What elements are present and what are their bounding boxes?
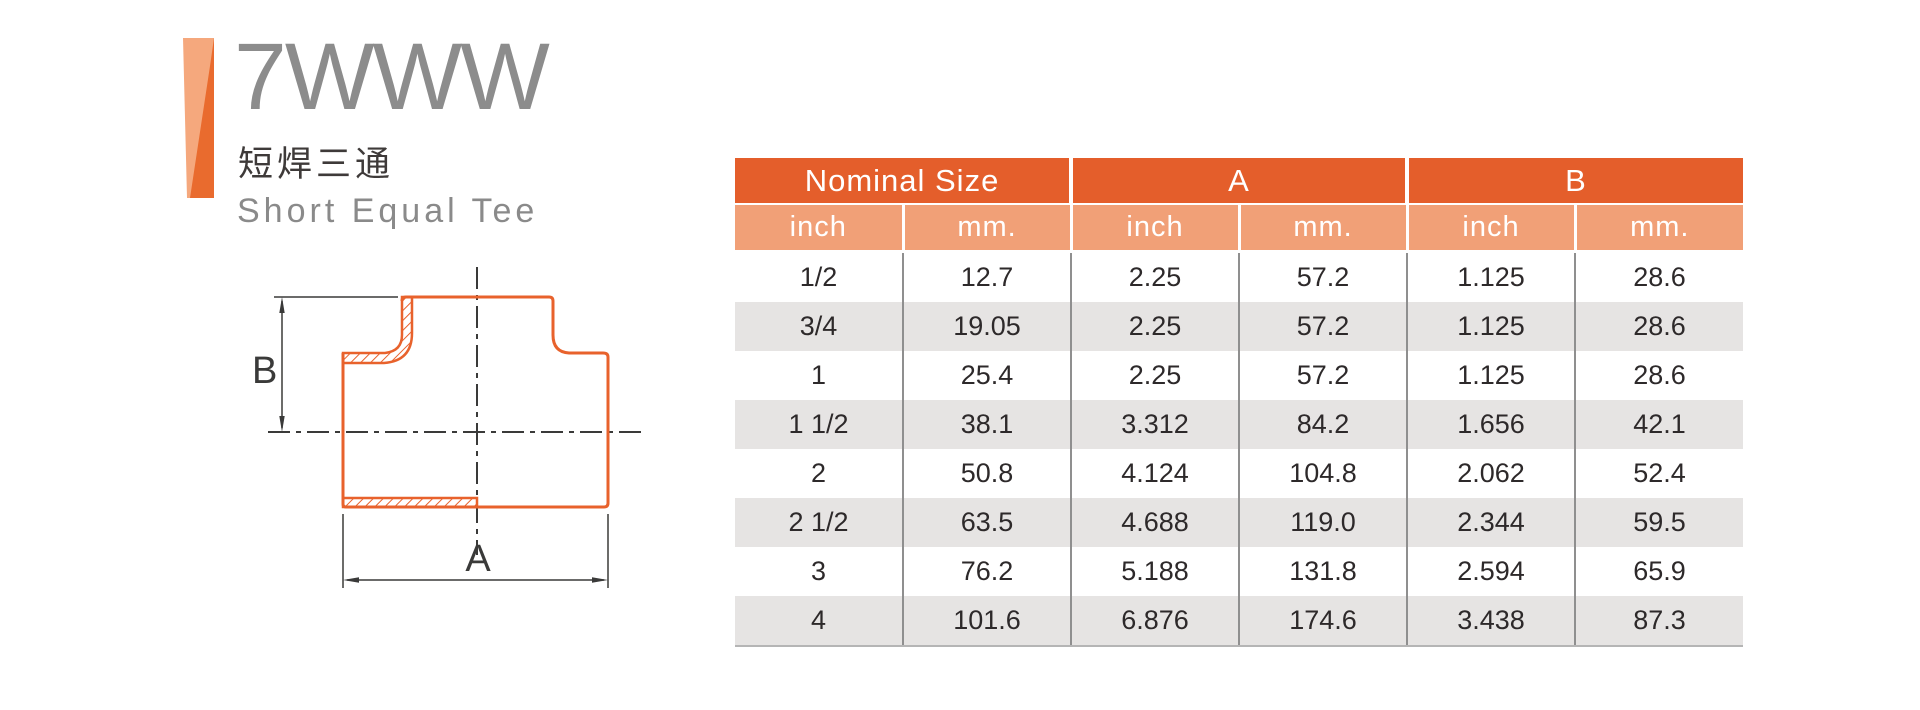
unit-header: mm. <box>1575 204 1743 252</box>
dim-b-arrow-up <box>279 297 285 313</box>
cell: 4.124 <box>1071 449 1240 498</box>
accent-bar-dark <box>190 38 214 198</box>
unit-header-row: inch mm. inch mm. inch mm. <box>735 204 1743 252</box>
product-name-zh: 短焊三通 <box>238 145 395 184</box>
cell: 6.876 <box>1071 596 1240 647</box>
dim-b-arrow-down <box>279 416 285 432</box>
cell: 1.656 <box>1407 400 1576 449</box>
cell: 28.6 <box>1575 302 1743 351</box>
cell: 25.4 <box>903 351 1072 400</box>
table-row: 3/4 19.05 2.25 57.2 1.125 28.6 <box>735 302 1743 351</box>
unit-header: mm. <box>1239 204 1409 252</box>
group-header-row: Nominal Size A B <box>735 158 1743 205</box>
cell: 63.5 <box>903 498 1072 547</box>
unit-header: mm. <box>903 204 1073 252</box>
table-row: 1/2 12.7 2.25 57.2 1.125 28.6 <box>735 250 1743 302</box>
cell: 84.2 <box>1239 400 1408 449</box>
cell: 28.6 <box>1575 250 1743 302</box>
table-row: 3 76.2 5.188 131.8 2.594 65.9 <box>735 547 1743 596</box>
cell: 59.5 <box>1575 498 1743 547</box>
accent-bar <box>183 38 214 198</box>
cell: 19.05 <box>903 302 1072 351</box>
table-body: 1/2 12.7 2.25 57.2 1.125 28.6 3/4 19.05 2.25 57.2… <box>735 250 1743 647</box>
dim-a-label: A <box>465 538 491 580</box>
cell: 1 <box>735 351 904 400</box>
tee-section-drawing: B A <box>252 267 645 588</box>
group-header-a: A <box>1071 158 1409 205</box>
cell: 87.3 <box>1575 596 1743 647</box>
unit-header: inch <box>735 204 905 252</box>
table-row: 1 1/2 38.1 3.312 84.2 1.656 42.1 <box>735 400 1743 449</box>
unit-header: inch <box>1071 204 1241 252</box>
cell: 5.188 <box>1071 547 1240 596</box>
cell: 1.125 <box>1407 302 1576 351</box>
cell: 3 <box>735 547 904 596</box>
cell: 1.125 <box>1407 351 1576 400</box>
cell: 3.312 <box>1071 400 1240 449</box>
cell: 101.6 <box>903 596 1072 647</box>
cell: 12.7 <box>903 250 1072 302</box>
cell: 174.6 <box>1239 596 1408 647</box>
cell: 1/2 <box>735 250 904 302</box>
dim-b-label: B <box>252 350 277 392</box>
cell: 131.8 <box>1239 547 1408 596</box>
product-name-en: Short Equal Tee <box>237 192 539 230</box>
cell: 1 1/2 <box>735 400 904 449</box>
cell: 3/4 <box>735 302 904 351</box>
cell: 3.438 <box>1407 596 1576 647</box>
cell: 28.6 <box>1575 351 1743 400</box>
tee-outline-left-bottom <box>341 353 478 509</box>
cell: 2.25 <box>1071 302 1240 351</box>
branch-wall-section-hatch <box>341 295 414 365</box>
group-header-b: B <box>1407 158 1743 205</box>
table-row: 2 50.8 4.124 104.8 2.062 52.4 <box>735 449 1743 498</box>
cell: 57.2 <box>1239 351 1408 400</box>
group-header-nominal-size: Nominal Size <box>735 158 1073 205</box>
cell: 52.4 <box>1575 449 1743 498</box>
table-row: 4 101.6 6.876 174.6 3.438 87.3 <box>735 596 1743 647</box>
cell: 2.594 <box>1407 547 1576 596</box>
cell: 50.8 <box>903 449 1072 498</box>
cell: 2 <box>735 449 904 498</box>
cell: 2.062 <box>1407 449 1576 498</box>
cell: 57.2 <box>1239 302 1408 351</box>
cell: 2.25 <box>1071 351 1240 400</box>
dimensions-table: Nominal Size A B inch mm. inch mm. inch … <box>735 158 1743 647</box>
cell: 42.1 <box>1575 400 1743 449</box>
cell: 104.8 <box>1239 449 1408 498</box>
table-head: Nominal Size A B inch mm. inch mm. inch … <box>735 158 1743 252</box>
dim-a-arrow-right <box>592 577 608 583</box>
cell: 76.2 <box>903 547 1072 596</box>
cell: 2.25 <box>1071 250 1240 302</box>
cell: 4 <box>735 596 904 647</box>
model-code: 7WWW <box>234 24 550 130</box>
cell: 57.2 <box>1239 250 1408 302</box>
cell: 4.688 <box>1071 498 1240 547</box>
cell: 2 1/2 <box>735 498 904 547</box>
tee-outline-top-right <box>400 295 610 509</box>
cell: 119.0 <box>1239 498 1408 547</box>
unit-header: inch <box>1407 204 1577 252</box>
table-row: 2 1/2 63.5 4.688 119.0 2.344 59.5 <box>735 498 1743 547</box>
cell: 2.344 <box>1407 498 1576 547</box>
table-row: 1 25.4 2.25 57.2 1.125 28.6 <box>735 351 1743 400</box>
dim-a-arrow-left <box>343 577 359 583</box>
cell: 65.9 <box>1575 547 1743 596</box>
cell: 1.125 <box>1407 250 1576 302</box>
cell: 38.1 <box>903 400 1072 449</box>
